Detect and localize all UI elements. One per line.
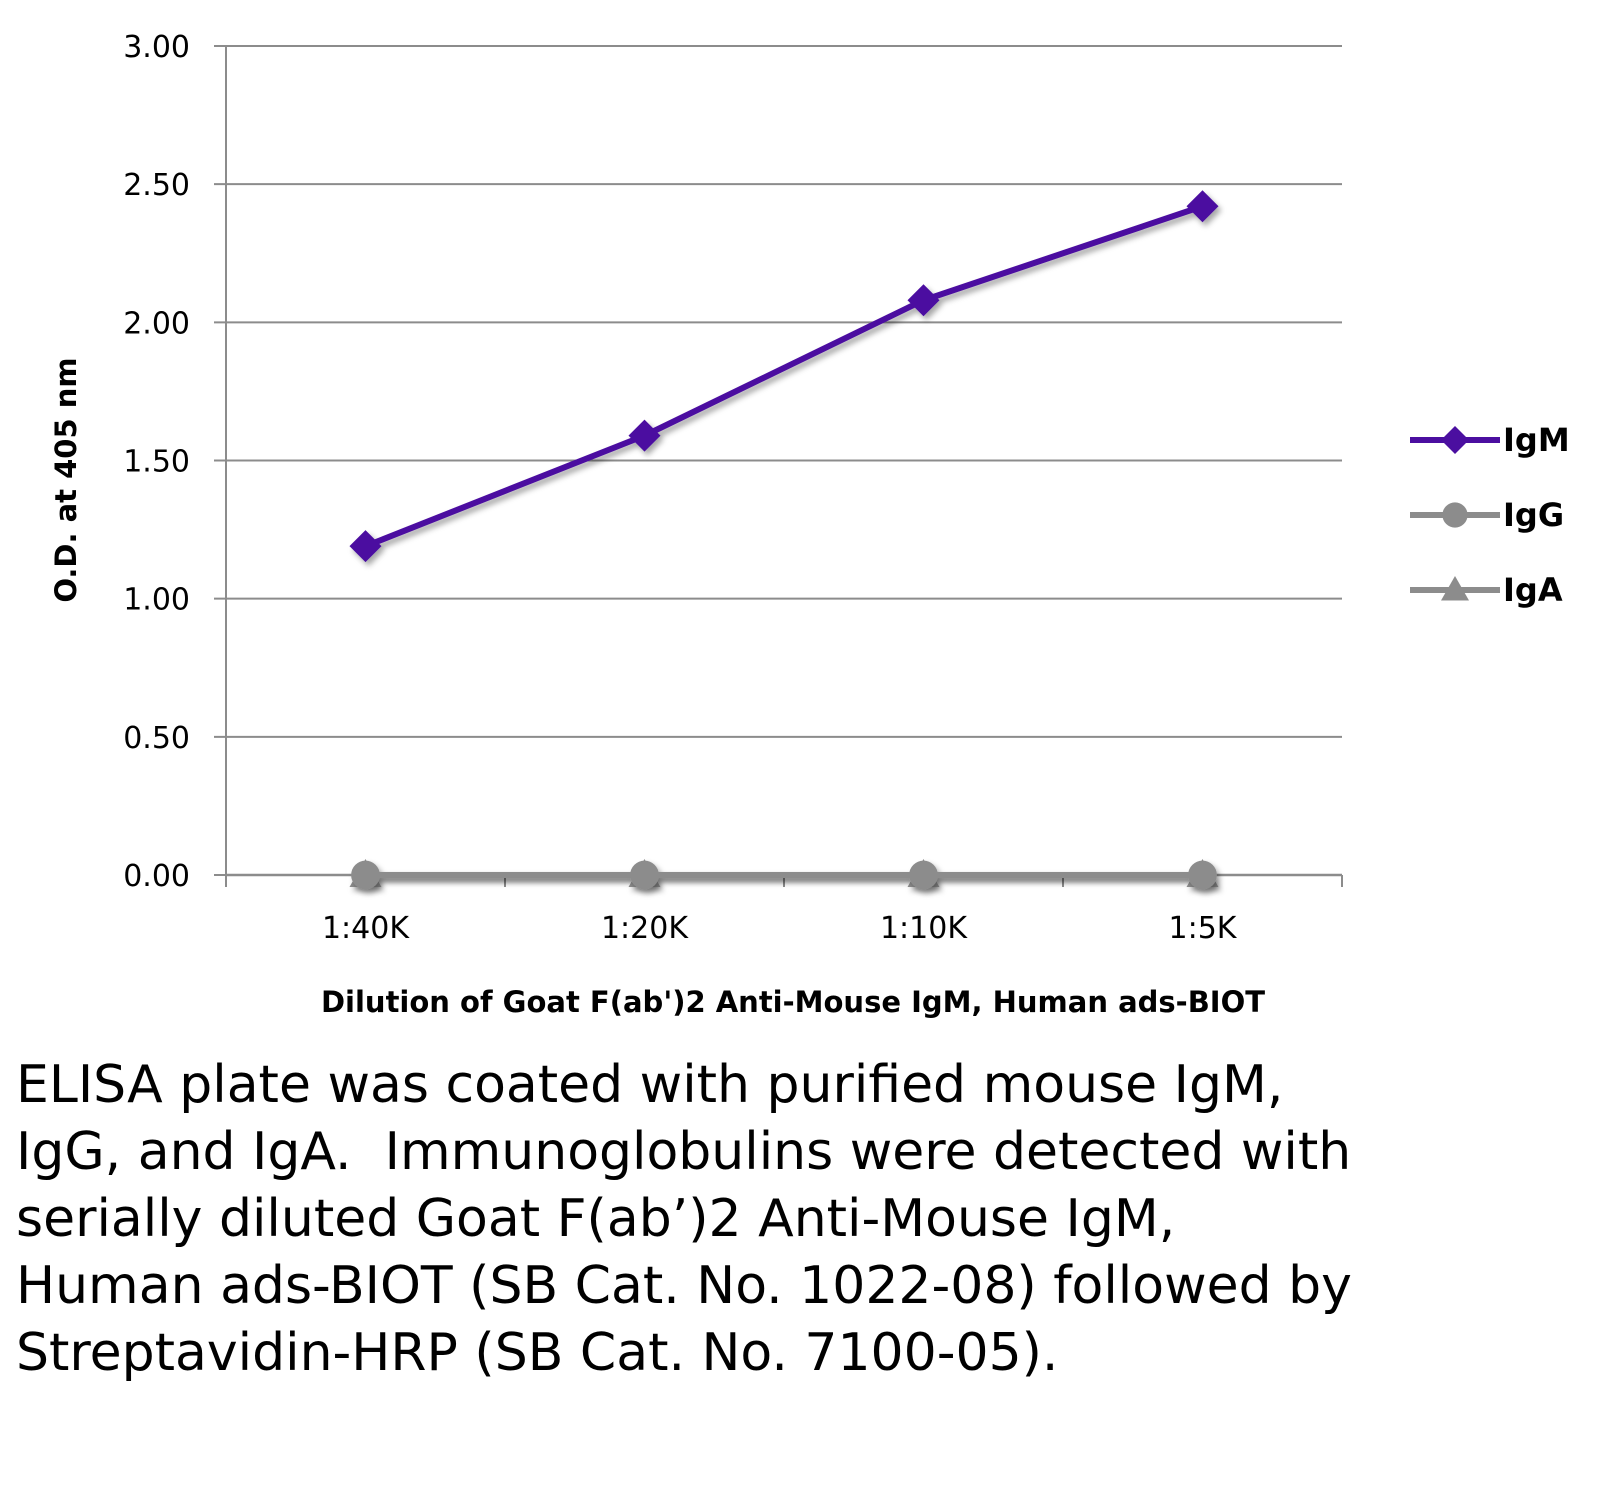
y-tick-label: 2.50 [123, 168, 190, 203]
series-igg [351, 860, 1217, 890]
series-line-igm [364, 203, 1204, 549]
data-point-igm [1186, 190, 1219, 223]
figure-caption: ELISA plate was coated with purified mou… [16, 1055, 1369, 1383]
legend-marker-iga [1441, 576, 1469, 601]
y-tick-label: 2.00 [123, 306, 190, 341]
legend-label: IgM [1503, 421, 1570, 459]
legend-label: IgA [1503, 571, 1563, 609]
data-point-igg [909, 860, 938, 890]
series-layer [349, 190, 1219, 890]
x-tick-label: 1:20K [601, 911, 689, 946]
axes: 0.00 0.50 1.00 1.50 2.00 2.50 3.00 1:40K 1:20K 1:… [123, 30, 1343, 946]
data-point-igm [628, 419, 661, 452]
legend-item-igg: IgG [1410, 496, 1564, 534]
data-point-igg [630, 860, 659, 890]
x-tick-label: 1:40K [322, 911, 410, 946]
elisa-line-chart: 0.00 0.50 1.00 1.50 2.00 2.50 3.00 1:40K 1:20K 1:… [49, 30, 1570, 1019]
x-tick-label: 1:10K [880, 911, 968, 946]
data-point-igg [1188, 860, 1217, 890]
y-tick-label: 3.00 [123, 30, 190, 65]
gridlines [214, 45, 1342, 876]
y-tick-label: 0.50 [123, 721, 190, 756]
data-point-igg [351, 860, 380, 890]
legend-marker-igm [1441, 426, 1469, 454]
y-tick-label: 1.00 [123, 583, 190, 618]
y-axis-title: O.D. at 405 nm [49, 357, 83, 602]
legend-item-iga: IgA [1410, 571, 1563, 609]
y-tick-label: 0.00 [123, 859, 190, 894]
data-point-igm [349, 530, 382, 563]
y-tick-label: 1.50 [123, 445, 190, 480]
x-tick-label: 1:5K [1169, 911, 1238, 946]
legend-marker-igg [1442, 502, 1468, 528]
legend-label: IgG [1503, 496, 1564, 534]
data-point-igm [907, 284, 940, 317]
x-axis-title: Dilution of Goat F(ab')2 Anti-Mouse IgM,… [321, 985, 1265, 1019]
legend-item-igm: IgM [1410, 421, 1570, 459]
series-igm [349, 190, 1219, 563]
legend: IgM IgG IgA [1410, 421, 1570, 609]
